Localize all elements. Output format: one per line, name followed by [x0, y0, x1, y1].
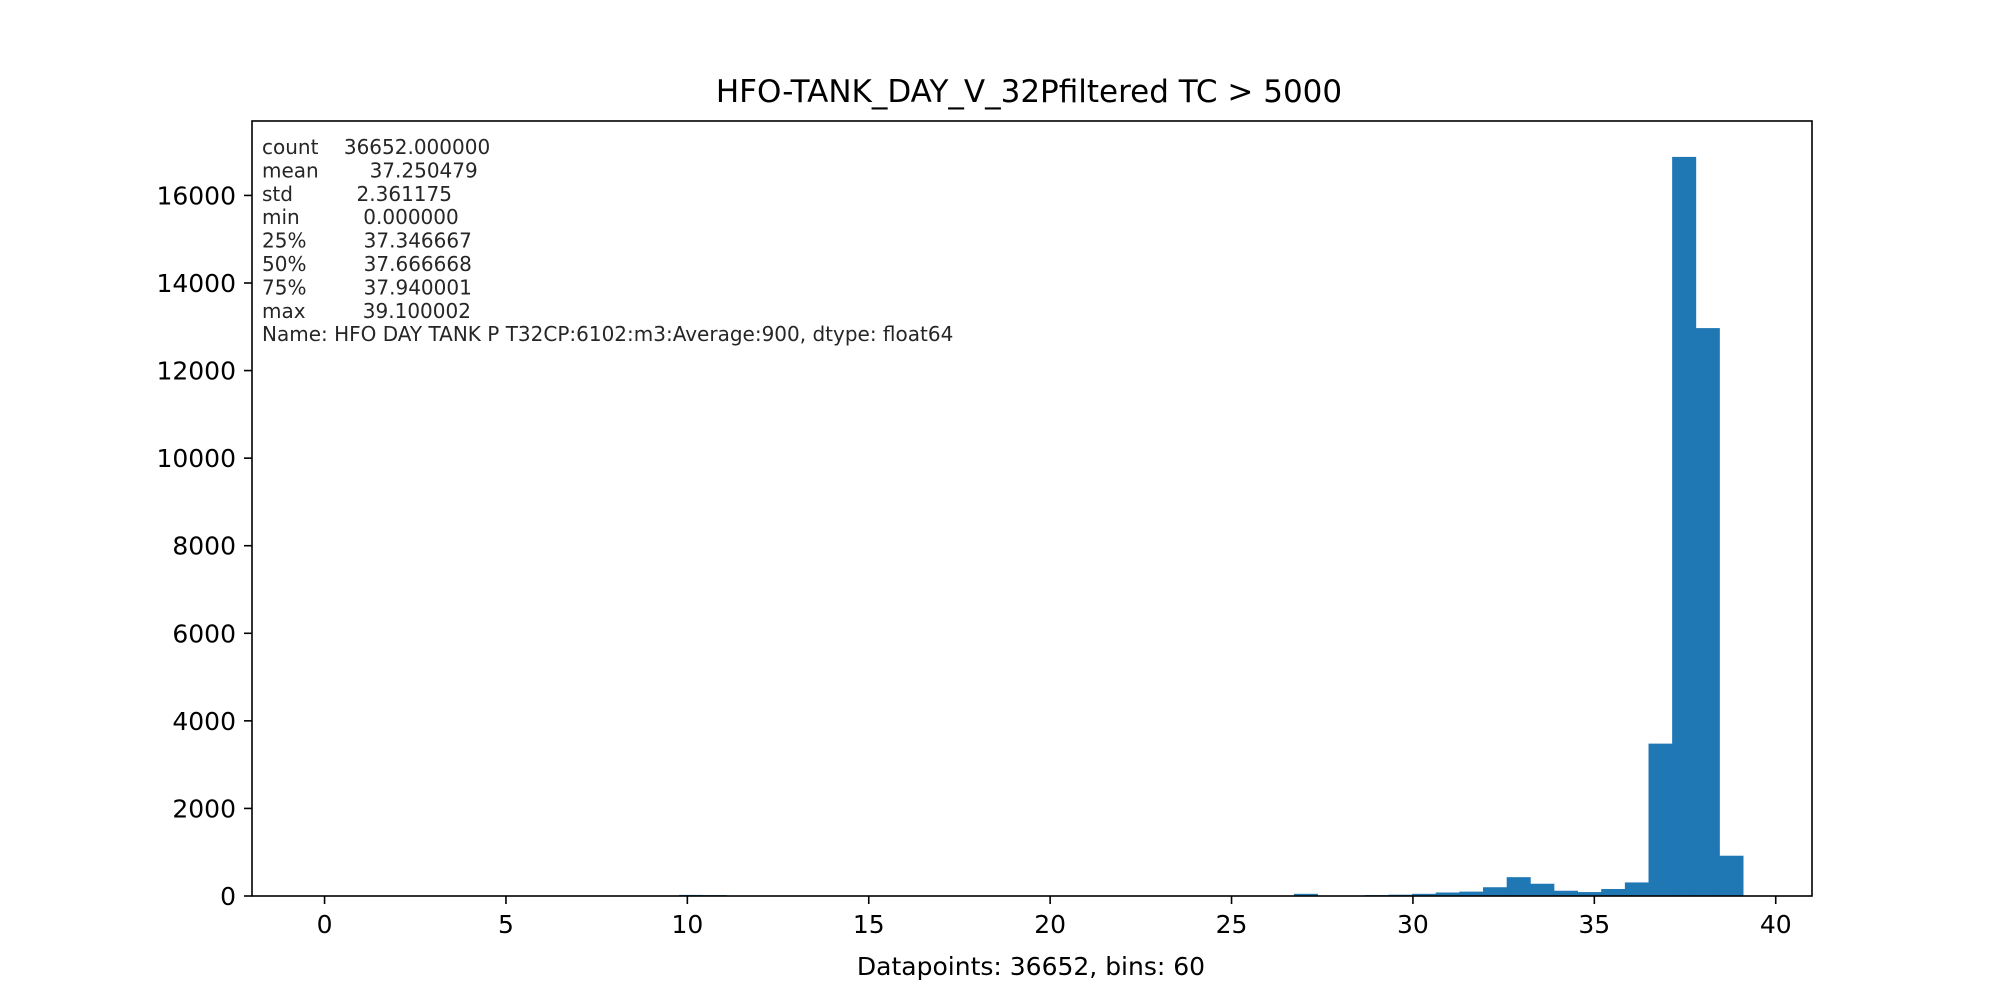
histogram-bar-7	[1459, 891, 1484, 896]
histogram-bar-14	[1624, 882, 1649, 896]
stats-line: mean 37.250479	[262, 158, 478, 182]
histogram-bar-13	[1601, 888, 1626, 896]
x-tick-label: 30	[1397, 910, 1429, 939]
stats-line: Name: HFO DAY TANK P T32CP:6102:m3:Avera…	[262, 322, 953, 346]
histogram-bar-5	[1412, 893, 1437, 896]
histogram-bar-8	[1483, 887, 1508, 896]
x-tick-label: 20	[1034, 910, 1066, 939]
x-tick-label: 5	[498, 910, 514, 939]
x-tick-label: 25	[1216, 910, 1248, 939]
y-tick-label: 2000	[172, 794, 236, 823]
histogram-bar-6	[1435, 892, 1460, 896]
histogram-bar-12	[1577, 892, 1602, 896]
histogram-bar-10	[1530, 883, 1555, 896]
y-tick-label: 4000	[172, 707, 236, 736]
x-axis-label: Datapoints: 36652, bins: 60	[857, 952, 1205, 981]
histogram-bar-11	[1553, 890, 1578, 896]
chart-title: HFO-TANK_DAY_V_32Pfiltered TC > 5000	[716, 74, 1342, 110]
x-axis: 0 5 10 15 20 25 30 35 40	[317, 896, 1792, 939]
histogram-bar-15	[1648, 743, 1673, 896]
histogram-bar-2	[1293, 893, 1318, 896]
stats-line: max 39.100002	[262, 299, 471, 323]
y-tick-label: 14000	[156, 269, 236, 298]
y-tick-label: 12000	[156, 357, 236, 386]
y-tick-label: 16000	[156, 181, 236, 210]
stats-line: std 2.361175	[262, 182, 452, 206]
y-tick-label: 0	[220, 882, 236, 911]
stats-line: 25% 37.346667	[262, 229, 472, 253]
histogram-bar-16	[1672, 156, 1697, 896]
y-axis: 0 2000 4000 6000 8000 10000 12000 14000 16000	[156, 181, 252, 911]
x-tick-label: 0	[317, 910, 333, 939]
stats-line: 75% 37.940001	[262, 275, 472, 299]
stats-line: min 0.000000	[262, 205, 459, 229]
x-tick-label: 10	[671, 910, 703, 939]
histogram-bar-9	[1506, 877, 1531, 896]
histogram-bar-18	[1719, 855, 1744, 896]
y-tick-label: 6000	[172, 619, 236, 648]
x-tick-label: 15	[853, 910, 885, 939]
histogram-bar-17	[1695, 328, 1720, 897]
x-tick-label: 40	[1760, 910, 1792, 939]
y-tick-label: 8000	[172, 532, 236, 561]
stats-line: count 36652.000000	[262, 135, 490, 159]
stats-line: 50% 37.666668	[262, 252, 472, 276]
y-tick-label: 10000	[156, 444, 236, 473]
x-tick-label: 35	[1578, 910, 1610, 939]
plot-frame	[251, 120, 1813, 897]
histogram-bars	[679, 156, 1744, 897]
